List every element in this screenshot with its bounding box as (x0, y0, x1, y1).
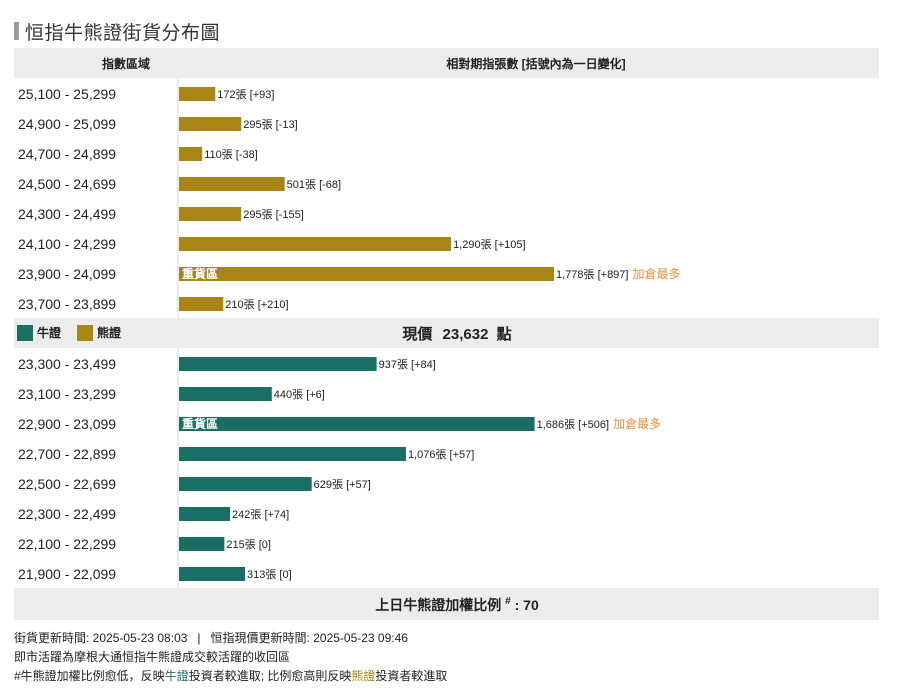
bear-bar (179, 87, 216, 101)
bull-bar-value-label: 440張 [+6] (274, 388, 325, 401)
bull-bar (179, 567, 246, 581)
bear-bar-value-label: 210張 [+210] (225, 298, 288, 311)
bear-range-label: 24,700 - 24,899 (18, 146, 116, 162)
bull-bar-value-label: 313張 [0] (247, 568, 292, 581)
stock-update-time: 街貨更新時間: 2025-05-23 08:03 (14, 631, 188, 645)
heavy-zone-label: 重貨區 (182, 416, 218, 431)
bear-range-label: 24,300 - 24,499 (18, 206, 116, 222)
bull-range-label: 22,700 - 22,899 (18, 446, 116, 462)
title-accent-bar (14, 22, 19, 40)
bull-bar (179, 357, 377, 371)
ratio-note-b: 投資者較進取; 比例愈高則反映 (188, 669, 352, 683)
ratio-note-c: 投資者較進取 (375, 669, 448, 683)
bear-range-label: 23,700 - 23,899 (18, 296, 116, 312)
footer-line-times: 街貨更新時間: 2025-05-23 08:03 | 恒指現價更新時間: 2025-… (14, 629, 447, 648)
bull-bar (179, 477, 312, 491)
price-band (14, 318, 879, 348)
bear-bar (179, 237, 452, 251)
bear-range-label: 24,500 - 24,699 (18, 176, 116, 192)
bull-range-label: 21,900 - 22,099 (18, 566, 116, 582)
bear-legend-swatch (77, 325, 93, 341)
bear-legend-label: 熊證 (97, 325, 122, 340)
bear-bar (179, 297, 224, 311)
bull-range-label: 22,900 - 23,099 (18, 416, 116, 432)
bear-range-label: 24,900 - 25,099 (18, 116, 116, 132)
title-block: 恒指牛熊證街貨分布圖 (14, 20, 221, 44)
bull-bar-value-label: 215張 [0] (226, 538, 271, 551)
bear-range-label: 23,900 - 24,099 (18, 266, 116, 282)
bear-bar-value-label: 295張 [-155] (243, 208, 304, 221)
bull-range-label: 22,500 - 22,699 (18, 476, 116, 492)
bar-rows: 25,100 - 25,299 172張 [+93] 24,900 - 25,099… (18, 86, 681, 582)
most-added-note: 加倉最多 (613, 416, 661, 431)
ratio-footnote-mark: # (505, 596, 511, 607)
bull-range-label: 22,300 - 22,499 (18, 506, 116, 522)
current-price-prefix: 現價 (402, 325, 433, 343)
bear-bar-value-label: 1,290張 [+105] (453, 238, 525, 251)
current-price: 現價 23,632 點 (402, 325, 511, 343)
cbbc-distribution-chart: 指數區域 相對期指張數 [括號內為一日變化] 牛證 熊證 現價 23,632 點… (14, 48, 879, 620)
chart-area: 指數區域 相對期指張數 [括號內為一日變化] 牛證 熊證 現價 23,632 點… (14, 48, 879, 620)
footer-notes: 街貨更新時間: 2025-05-23 08:03 | 恒指現價更新時間: 2025-… (14, 629, 447, 686)
bear-range-label: 25,100 - 25,299 (18, 86, 116, 102)
bull-range-label: 22,100 - 22,299 (18, 536, 116, 552)
ratio-value: : 70 (515, 597, 539, 613)
range-column-header: 指數區域 (102, 56, 150, 71)
page-title: 恒指牛熊證街貨分布圖 (25, 22, 221, 44)
bull-bar-value-label: 242張 [+74] (232, 508, 289, 521)
bull-bar-value-label: 937張 [+84] (379, 358, 436, 371)
bull-range-label: 23,300 - 23,499 (18, 356, 116, 372)
bear-bar (179, 267, 554, 281)
footer-line-ratio-note: #牛熊證加權比例愈低，反映牛證投資者較進取; 比例愈高則反映熊證投資者較進取 (14, 667, 447, 686)
bull-bar (179, 537, 225, 551)
bear-bar (179, 117, 242, 131)
bull-bar-value-label: 1,076張 [+57] (408, 448, 474, 461)
footer-separator: | (197, 631, 201, 645)
bear-bar-value-label: 1,778張 [+897] (556, 268, 628, 281)
ratio-note-bear: 熊證 (351, 669, 376, 683)
count-column-header: 相對期指張數 [括號內為一日變化] (446, 56, 625, 71)
ratio-label: 上日牛熊證加權比例 (375, 597, 501, 613)
bear-bar-value-label: 110張 [-38] (204, 148, 258, 161)
bull-legend-label: 牛證 (37, 325, 62, 340)
heavy-zone-label: 重貨區 (182, 266, 218, 281)
footer-line-note: 即市活躍為摩根大通恒指牛熊證成交較活躍的收回區 (14, 650, 291, 664)
bull-bar (179, 417, 535, 431)
bear-bar (179, 207, 242, 221)
bear-bar-value-label: 172張 [+93] (217, 88, 274, 101)
bull-legend-swatch (17, 325, 33, 341)
header-band (14, 48, 879, 78)
bear-bar (179, 177, 285, 191)
price-update-time: 恒指現價更新時間: 2025-05-23 09:46 (210, 631, 408, 645)
weighted-ratio: 上日牛熊證加權比例 # : 70 (375, 591, 539, 613)
bear-bar (179, 147, 203, 161)
bull-bar (179, 507, 231, 521)
bear-range-label: 24,100 - 24,299 (18, 236, 116, 252)
current-price-value: 23,632 (443, 326, 489, 343)
ratio-note-a: #牛熊證加權比例愈低，反映 (14, 669, 165, 683)
bull-bar-value-label: 1,686張 [+506] (537, 418, 609, 431)
ratio-note-bull: 牛證 (164, 669, 189, 683)
bull-bar-value-label: 629張 [+57] (314, 478, 371, 491)
ratio-band (14, 588, 879, 620)
most-added-note: 加倉最多 (632, 266, 680, 281)
bear-bar-value-label: 501張 [-68] (287, 178, 341, 191)
bull-range-label: 23,100 - 23,299 (18, 386, 116, 402)
bear-bar-value-label: 295張 [-13] (243, 118, 297, 131)
current-price-suffix: 點 (497, 325, 512, 343)
bull-bar (179, 387, 272, 401)
bull-bar (179, 447, 406, 461)
